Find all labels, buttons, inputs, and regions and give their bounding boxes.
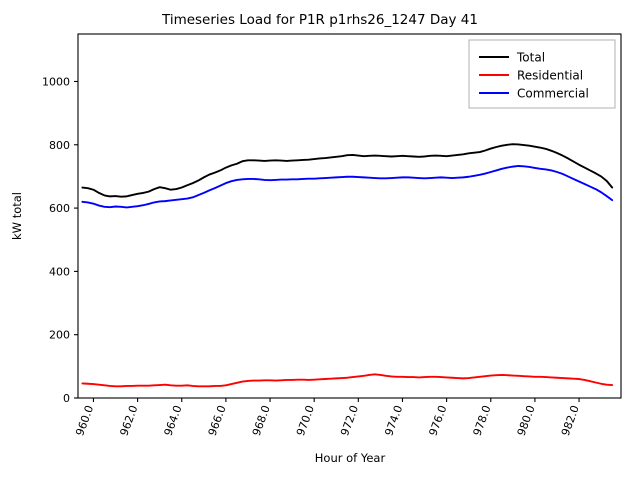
y-tick-label: 400 [49, 265, 70, 278]
x-axis-label-group: Hour of Year [315, 451, 386, 465]
legend-label-total: Total [516, 51, 545, 65]
y-tick-label: 0 [63, 392, 70, 405]
plot-area-border [77, 33, 622, 399]
x-tick-label: 964.0 [162, 404, 185, 438]
figure-title-group: Timeseries Load for P1R p1rhs26_1247 Day… [161, 12, 478, 28]
y-tick-label: 800 [49, 139, 70, 152]
x-tick-label: 962.0 [117, 404, 140, 438]
x-tick-label: 980.0 [515, 404, 538, 438]
series-lines [81, 143, 614, 388]
y-tick-label: 200 [49, 329, 70, 342]
series-line-residential [81, 373, 614, 388]
legend-label-residential: Residential [517, 69, 583, 83]
y-axis-label-group: kW total [10, 192, 24, 240]
x-tick-label: 978.0 [471, 404, 494, 438]
legend-label-commercial: Commercial [517, 87, 589, 101]
y-axis-label: kW total [10, 192, 24, 240]
chart-legend[interactable]: Total Residential Commercial [468, 39, 616, 109]
x-tick-label: 972.0 [338, 404, 361, 438]
chart-title: Timeseries Load for P1R p1rhs26_1247 Day… [161, 12, 478, 28]
x-tick-label: 976.0 [426, 404, 449, 438]
y-axis-ticks: 0 200 400 600 800 1000 [42, 75, 78, 405]
x-tick-label: 966.0 [206, 404, 229, 438]
x-tick-label: 982.0 [559, 404, 582, 438]
series-line-total [81, 143, 614, 198]
series-line-commercial [81, 165, 614, 209]
y-tick-label: 1000 [42, 75, 70, 88]
x-tick-label: 974.0 [382, 404, 405, 438]
plot-frame [77, 33, 622, 399]
x-axis-ticks: 960.0 962.0 964.0 966.0 968.0 970.0 972.0 974.0… [73, 398, 582, 438]
x-tick-label: 960.0 [73, 404, 96, 438]
y-tick-label: 600 [49, 202, 70, 215]
x-tick-label: 970.0 [294, 404, 317, 438]
x-tick-label: 968.0 [250, 404, 273, 438]
x-axis-label: Hour of Year [315, 451, 386, 465]
